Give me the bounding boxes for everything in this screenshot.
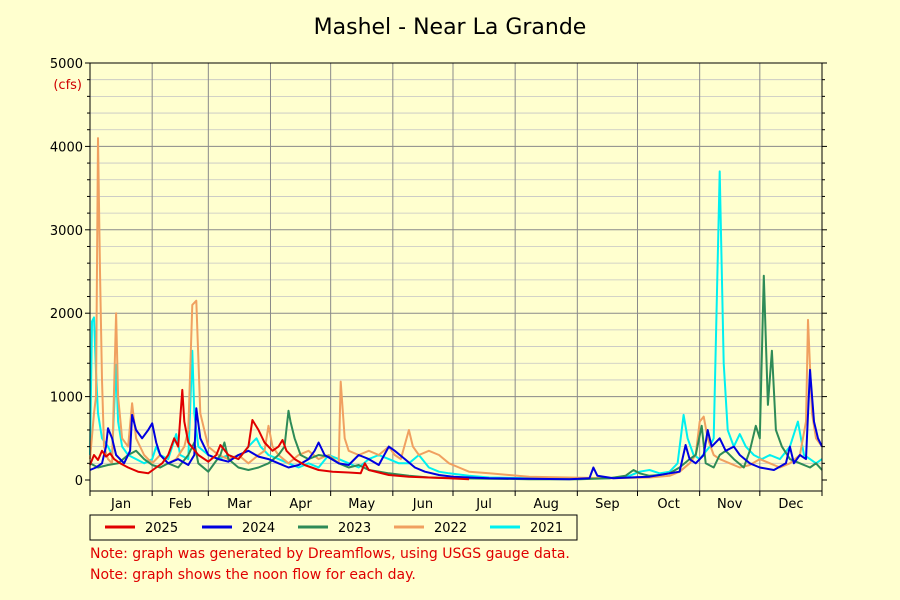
chart-title: Mashel - Near La Grande (314, 15, 587, 40)
series-line-2023 (89, 274, 823, 481)
y-axis-unit-label: (cfs) (53, 78, 82, 93)
legend-box (89, 514, 578, 541)
axes: 0 1000 2000 3000 4000 5000 Jan Feb Mar Apr May Jun J… (50, 57, 827, 512)
note-source: Note: graph was generated by Dreamflows,… (90, 546, 570, 562)
legend: 2025 2024 2023 2022 2021 (105, 521, 563, 536)
month-label: Feb (169, 497, 192, 512)
month-label: Dec (778, 497, 803, 512)
month-label: Jan (110, 497, 131, 512)
y-tick-label: 5000 (50, 57, 83, 72)
y-tick-label: 0 (75, 474, 83, 489)
y-tick-label: 3000 (50, 224, 83, 239)
series-layer (89, 137, 823, 481)
month-label: Jun (412, 497, 433, 512)
grid (90, 63, 822, 491)
month-label: Nov (717, 497, 743, 512)
month-label: Jul (475, 497, 492, 512)
y-tick-label: 1000 (50, 391, 83, 406)
month-label: Mar (227, 497, 252, 512)
month-label: Oct (657, 497, 679, 512)
legend-label-2022: 2022 (434, 521, 467, 536)
y-tick-label: 4000 (50, 140, 83, 155)
plot-frame (89, 62, 823, 492)
legend-label-2023: 2023 (338, 521, 371, 536)
month-label: Sep (595, 497, 620, 512)
month-label: May (348, 497, 375, 512)
y-tick-label: 2000 (50, 307, 83, 322)
series-line-2024 (89, 368, 823, 481)
note-noon-flow: Note: graph shows the noon flow for each… (90, 567, 416, 583)
legend-label-2025: 2025 (145, 521, 178, 536)
legend-label-2024: 2024 (242, 521, 275, 536)
month-label: Aug (534, 497, 559, 512)
series-line-2025 (89, 388, 470, 481)
month-label: Apr (289, 497, 312, 512)
series-line-2022 (89, 137, 823, 480)
legend-label-2021: 2021 (530, 521, 563, 536)
